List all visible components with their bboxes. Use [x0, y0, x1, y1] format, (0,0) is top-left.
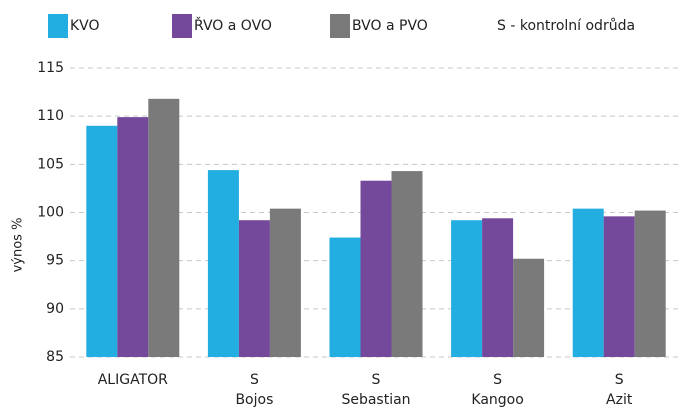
bar — [148, 98, 180, 358]
bar — [513, 258, 545, 357]
legend-swatch — [48, 14, 68, 38]
bar — [451, 220, 483, 357]
x-tick-label: S — [250, 372, 259, 388]
x-tick-label: Bojos — [235, 392, 273, 408]
bar — [269, 208, 301, 357]
bar — [329, 237, 361, 357]
bar — [360, 180, 392, 357]
legend-swatch — [172, 14, 192, 38]
bar — [572, 208, 604, 357]
x-tick-label: S — [372, 372, 381, 388]
bar — [238, 220, 270, 357]
legend-label: ŘVO a OVO — [194, 17, 272, 34]
bar — [482, 218, 514, 357]
x-tick-label: S — [493, 372, 502, 388]
x-tick-label: Kangoo — [471, 392, 523, 408]
y-tick-label: 100 — [37, 205, 64, 221]
y-tick-label: 95 — [46, 253, 64, 269]
x-tick-label: Sebastian — [341, 392, 410, 408]
legend-label: KVO — [70, 18, 100, 34]
y-tick-label: 85 — [46, 349, 64, 365]
x-tick-label: S — [615, 372, 624, 388]
bar — [391, 171, 423, 357]
y-tick-label: 110 — [37, 108, 64, 124]
x-tick-label: ALIGATOR — [98, 372, 168, 388]
y-tick-label: 90 — [46, 301, 64, 317]
bar — [634, 210, 666, 357]
legend-swatch — [330, 14, 350, 38]
bar — [117, 117, 149, 357]
y-tick-label: 115 — [37, 60, 64, 76]
legend-label: BVO a PVO — [352, 18, 428, 34]
bar — [603, 216, 635, 357]
x-tick-label: Azit — [606, 392, 633, 408]
annotation: S - kontrolní odrůda — [497, 18, 635, 34]
bar — [86, 125, 118, 357]
y-tick-label: 105 — [37, 156, 64, 172]
y-axis-label: výnos % — [11, 218, 26, 273]
bar — [207, 170, 239, 357]
